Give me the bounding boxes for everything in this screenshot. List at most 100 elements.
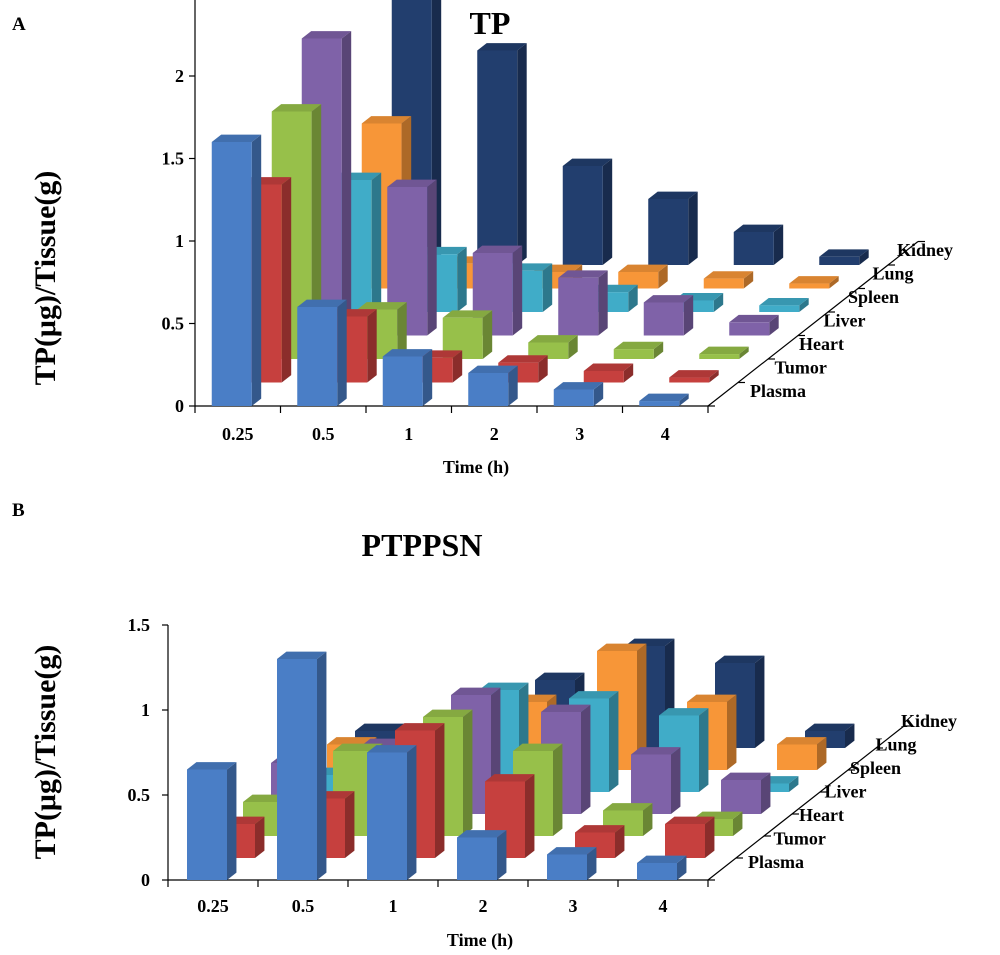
bar-plasma-4 <box>639 393 689 406</box>
bar-front <box>558 277 599 336</box>
bar-top <box>211 134 262 142</box>
bar-top <box>715 655 765 663</box>
bar-side <box>435 723 445 858</box>
bar-top <box>327 737 377 745</box>
bar-front <box>297 307 338 406</box>
depth-axis <box>707 241 919 407</box>
bar-front <box>187 769 227 880</box>
bar-top <box>618 264 668 272</box>
depth-label-spleen: Spleen <box>848 287 899 307</box>
bar-plasma-3 <box>553 382 604 406</box>
bar-top <box>271 104 322 112</box>
bar-side <box>525 774 535 858</box>
bar-top <box>535 672 585 680</box>
bar-front <box>468 373 509 406</box>
depth-label-kidney: Kidney <box>901 711 957 731</box>
bar-kidney-4 <box>819 249 869 265</box>
bar-front <box>528 342 569 359</box>
depth-label-lung: Lung <box>873 264 914 284</box>
bar-top <box>541 704 591 712</box>
bar-front <box>643 302 684 336</box>
bar-side <box>653 341 664 359</box>
bar-top <box>631 747 681 755</box>
bar-top <box>613 341 664 350</box>
bar-side <box>628 284 638 312</box>
bar-plasma-3 <box>547 847 597 880</box>
bar-top <box>603 803 653 811</box>
bar-side <box>407 745 417 880</box>
bar-front <box>562 166 603 265</box>
y-tick-label: 1.5 <box>128 615 151 635</box>
chart-title-a: TP <box>470 5 511 41</box>
bar-top <box>472 245 523 253</box>
bar-side <box>743 271 754 289</box>
bar-top <box>562 158 613 166</box>
bar-front <box>618 272 659 289</box>
bar-front <box>277 659 317 880</box>
bar-side <box>251 134 262 407</box>
bar-side <box>427 179 437 336</box>
bar-side <box>739 346 749 359</box>
bar-front <box>789 283 830 289</box>
y-tick-label: 0.5 <box>162 314 185 334</box>
bar-side <box>482 310 493 359</box>
bar-liver-4 <box>729 314 779 336</box>
y-tick-label: 1.5 <box>162 149 185 169</box>
bar-front <box>547 854 587 880</box>
chart-title-b: PTPPSN <box>362 527 483 563</box>
depth-label-plasma: Plasma <box>748 852 804 872</box>
bar-side <box>699 708 709 792</box>
bar-side <box>637 643 647 770</box>
bar-top <box>759 298 809 306</box>
bar-top <box>583 363 634 371</box>
bar-side <box>799 298 809 312</box>
bar-side <box>452 350 463 383</box>
bar-side <box>341 31 352 336</box>
y-tick-label: 2.5 <box>162 0 185 4</box>
bar-front <box>819 256 860 265</box>
bar-top <box>669 370 719 378</box>
bar-top <box>637 855 687 863</box>
bar-top <box>687 694 737 702</box>
bar-top <box>729 314 779 323</box>
bar-top <box>659 708 709 716</box>
bar-heart-2 <box>528 335 578 359</box>
bar-tumor-4 <box>669 370 719 383</box>
bar-top <box>569 691 619 699</box>
bar-top <box>553 382 604 390</box>
bar-side <box>345 791 355 858</box>
bar-side <box>615 825 625 858</box>
bar-front <box>583 370 624 383</box>
bar-front <box>637 863 677 880</box>
bar-liver-3 <box>643 295 694 336</box>
depth-label-kidney: Kidney <box>897 240 953 260</box>
bar-top <box>513 743 563 751</box>
bar-top <box>387 179 437 187</box>
bar-plasma-1 <box>367 745 417 880</box>
bar-side <box>581 704 591 814</box>
bar-side <box>311 104 322 359</box>
bar-lung-2 <box>618 264 668 289</box>
bar-side <box>538 355 548 383</box>
bar-side <box>553 743 563 836</box>
x-tick-label: 1 <box>404 424 413 444</box>
bar-front <box>673 300 714 312</box>
x-tick-label: 2 <box>479 896 488 916</box>
bar-top <box>297 299 347 307</box>
y-tick-label: 0.5 <box>128 785 151 805</box>
x-tick-label: 0.5 <box>312 424 335 444</box>
x-tick-label: 4 <box>659 896 668 916</box>
bar-top <box>558 270 608 278</box>
bar-side <box>367 309 377 383</box>
bar-heart-3 <box>613 341 664 359</box>
bar-side <box>609 691 619 792</box>
bar-top <box>648 191 698 199</box>
bar-top <box>301 31 352 39</box>
bar-liver-4 <box>721 772 771 814</box>
x-axis-label-b: Time (h) <box>447 930 513 951</box>
bar-plasma-0.5 <box>297 299 347 406</box>
bar-top <box>703 271 754 279</box>
bar-front <box>759 305 800 312</box>
bar-side <box>623 363 634 383</box>
bar-side <box>789 776 799 792</box>
